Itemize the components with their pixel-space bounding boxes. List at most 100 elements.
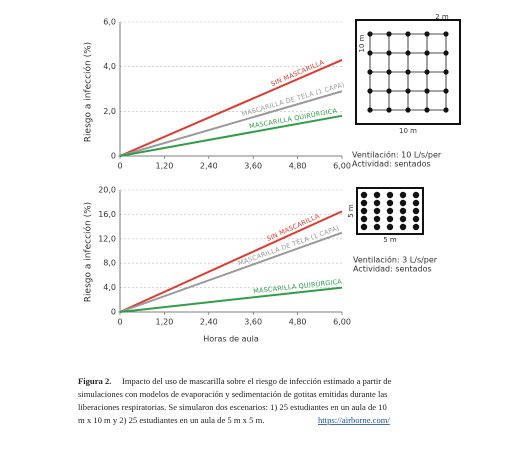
student — [360, 207, 368, 215]
y-axis-title: Riesgo a infección (%) — [83, 42, 94, 142]
student — [399, 199, 407, 207]
caption-line: liberaciones respiratorias. Se simularon… — [78, 402, 387, 412]
student — [399, 223, 407, 231]
room-label: 10 m — [399, 127, 417, 135]
student — [386, 107, 392, 113]
student — [399, 207, 407, 215]
y-tick-label: 8,0 — [103, 259, 116, 268]
y-tick-label: 4,0 — [103, 62, 116, 71]
student — [386, 31, 392, 37]
student — [424, 31, 430, 37]
scenario-note: Ventilación: 10 L/s/per — [352, 150, 442, 160]
student — [386, 207, 394, 215]
x-tick-label: 3,60 — [244, 162, 262, 171]
student — [412, 199, 420, 207]
student — [405, 50, 411, 56]
x-tick-label: 4,80 — [289, 162, 307, 171]
student — [424, 50, 430, 56]
student — [373, 223, 381, 231]
room — [355, 19, 461, 125]
y-axis-title: Riesgo a infección (%) — [83, 202, 94, 302]
caption-line: Impacto del uso de mascarilla sobre el r… — [122, 376, 392, 386]
student — [412, 223, 420, 231]
student — [386, 191, 394, 199]
student — [386, 50, 392, 56]
x-tick-label: 4,80 — [289, 318, 307, 327]
student — [360, 191, 368, 199]
student — [360, 223, 368, 231]
student — [443, 69, 449, 75]
x-tick-label: 0 — [117, 318, 122, 327]
student — [424, 69, 430, 75]
student — [443, 31, 449, 37]
x-axis-title: Horas de aula — [203, 335, 259, 344]
student — [424, 88, 430, 94]
student — [367, 88, 373, 94]
student — [386, 215, 394, 223]
student — [386, 69, 392, 75]
student — [443, 50, 449, 56]
x-tick-label: 0 — [117, 162, 122, 171]
room-label: 2 m — [435, 13, 449, 21]
caption-label: Figura 2. — [78, 376, 111, 386]
data-line — [119, 210, 343, 313]
data-line — [119, 286, 343, 313]
caption-link[interactable]: https://airborne.com/ — [318, 415, 390, 425]
student — [386, 223, 394, 231]
data-line — [119, 114, 343, 157]
data-line — [119, 90, 343, 157]
student — [405, 88, 411, 94]
y-tick-label: 12,0 — [98, 234, 116, 243]
student — [386, 199, 394, 207]
x-tick-label: 3,60 — [244, 318, 262, 327]
student — [405, 69, 411, 75]
student — [373, 199, 381, 207]
student — [386, 88, 392, 94]
room-label: 5 m — [347, 204, 355, 218]
data-line — [119, 59, 343, 157]
room-label: 5 m — [383, 236, 397, 244]
student — [412, 207, 420, 215]
x-tick-label: 1,20 — [155, 318, 173, 327]
scenario-note: Actividad: sentados — [352, 160, 431, 169]
x-tick-label: 2,40 — [200, 318, 218, 327]
student — [412, 191, 420, 199]
student — [399, 191, 407, 199]
student — [412, 215, 420, 223]
scenario-note: Ventilación: 3 L/s/per — [353, 255, 438, 265]
student — [399, 215, 407, 223]
data-line — [119, 231, 343, 313]
student — [373, 191, 381, 199]
student — [405, 107, 411, 113]
y-tick-label: 0 — [111, 152, 116, 161]
x-tick-label: 6,00 — [333, 162, 351, 171]
x-tick-label: 1,20 — [155, 162, 173, 171]
x-tick-label: 6,00 — [333, 318, 351, 327]
room-label: 10 m — [358, 34, 366, 52]
student — [443, 88, 449, 94]
student — [367, 69, 373, 75]
y-tick-label: 4,0 — [103, 283, 116, 292]
scenario-note: Actividad: sentados — [353, 265, 432, 274]
student — [443, 107, 449, 113]
caption-line: m x 10 m y 2) 25 estudiantes en un aula … — [78, 415, 264, 425]
student — [373, 215, 381, 223]
student — [373, 207, 381, 215]
student — [367, 50, 373, 56]
y-tick-label: 6,0 — [103, 18, 116, 27]
student — [360, 215, 368, 223]
y-tick-label: 0 — [111, 308, 116, 317]
caption-line: simulaciones con modelos de evaporación … — [78, 389, 388, 399]
x-tick-label: 2,40 — [200, 162, 218, 171]
student — [424, 107, 430, 113]
y-tick-label: 2,0 — [103, 107, 116, 116]
student — [367, 31, 373, 37]
student — [405, 31, 411, 37]
y-tick-label: 16,0 — [98, 210, 116, 219]
y-tick-label: 20,0 — [98, 186, 116, 195]
student — [360, 199, 368, 207]
student — [367, 107, 373, 113]
room — [356, 187, 424, 235]
